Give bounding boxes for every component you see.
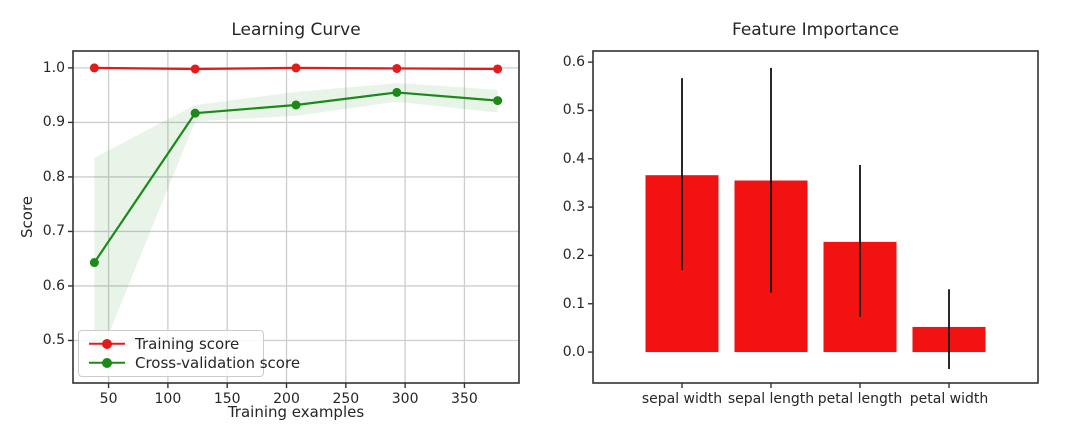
- x-axis-label: Training examples: [227, 403, 365, 421]
- feature-importance-chart-area: [588, 50, 1039, 388]
- learning-curve-chart-area: [68, 50, 520, 388]
- y-tick-label: 0.6: [562, 54, 585, 71]
- x-tick-label: 350: [451, 391, 478, 407]
- training-score-line-sample: [89, 337, 125, 351]
- legend-label-cross-validation-score: Cross-validation score: [135, 353, 301, 372]
- y-tick-label: 0.5: [42, 332, 65, 349]
- y-tick-label: 1.0: [42, 59, 65, 76]
- feature-importance-plot: [588, 50, 1039, 388]
- x-tick-label: 200: [273, 391, 300, 407]
- y-tick-label: 0.4: [562, 150, 585, 167]
- category-label: petal length: [817, 391, 903, 407]
- y-tick-label: 0.1: [562, 295, 585, 312]
- feature-importance-title: Feature Importance: [731, 20, 900, 40]
- y-tick-label: 0.9: [42, 114, 65, 131]
- y-tick-label: 0.3: [562, 199, 585, 216]
- y-tick-label: 0.7: [42, 223, 65, 240]
- legend: Training score Cross-validation score: [78, 330, 300, 377]
- green-dot-icon: [102, 357, 112, 368]
- x-tick-label: 100: [154, 391, 182, 407]
- legend-entry-training: Training score: [89, 334, 253, 353]
- y-tick-label: 0.2: [562, 247, 585, 264]
- y-tick-label: 0.5: [562, 102, 585, 119]
- category-label: petal width: [909, 391, 989, 407]
- x-tick-label: 150: [213, 391, 241, 407]
- category-label: sepal length: [727, 391, 815, 407]
- x-tick-label: 300: [391, 391, 419, 407]
- y-tick-label: 0.6: [42, 277, 65, 294]
- legend-entry-cross-validation: Cross-validation score: [89, 354, 300, 372]
- cv-score-std-band: [94, 83, 498, 370]
- cv-score-line-sample: [89, 356, 125, 370]
- legend-label-training-score: Training score: [135, 334, 240, 353]
- x-tick-label: 250: [332, 391, 360, 407]
- x-tick-label: 50: [99, 391, 118, 407]
- cross-validation-series: [89, 87, 503, 268]
- learning-curve-title: Learning Curve: [231, 20, 361, 40]
- learning-curve-plot: Training score Cross-validation score: [68, 50, 520, 388]
- training-score-series: [89, 63, 503, 74]
- y-tick-label: 0.8: [42, 168, 65, 185]
- red-dot-icon: [102, 338, 112, 349]
- category-label: sepal width: [641, 391, 723, 407]
- y-tick-label: 0.0: [562, 344, 585, 361]
